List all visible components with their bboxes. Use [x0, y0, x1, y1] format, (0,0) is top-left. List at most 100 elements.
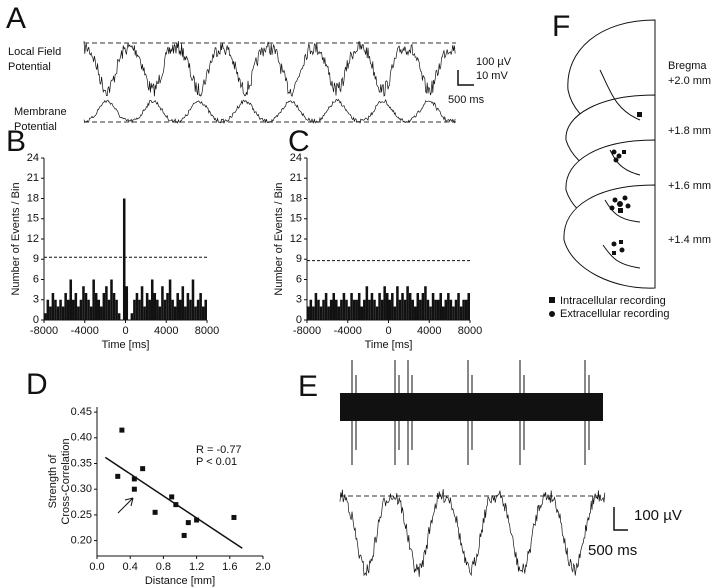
bar — [447, 293, 450, 320]
bar — [77, 306, 80, 320]
bar — [375, 306, 379, 320]
bar — [51, 293, 55, 320]
bar — [56, 306, 60, 320]
arrow — [117, 497, 134, 514]
bar — [467, 293, 470, 320]
bar — [79, 299, 83, 320]
bar — [61, 306, 65, 320]
bar — [163, 299, 167, 320]
bar — [393, 306, 397, 320]
bar — [135, 293, 139, 320]
x-tick-label: -8000 — [30, 325, 58, 337]
scale-label: 500 ms — [588, 542, 637, 559]
bar — [332, 293, 336, 320]
panel-letter: F — [552, 10, 570, 43]
bar — [143, 306, 146, 320]
bar — [429, 306, 432, 320]
bar — [391, 293, 394, 320]
bar — [363, 299, 366, 320]
x-tick-label: 0.0 — [89, 561, 104, 573]
bar — [97, 299, 101, 320]
x-tick-label: 0.4 — [123, 561, 138, 573]
bar — [462, 299, 465, 320]
bar — [168, 279, 172, 320]
y-axis-title: Strength of — [47, 454, 59, 509]
bar — [92, 279, 95, 320]
bar — [373, 299, 376, 320]
y-axis-title: Cross-Correlation — [60, 438, 72, 524]
bar — [454, 299, 458, 320]
bar — [441, 306, 445, 320]
y-tick-label: 0.20 — [71, 534, 92, 546]
x-tick-label: 8000 — [458, 325, 482, 337]
bar — [49, 306, 52, 320]
level-label: +1.6 mm — [668, 180, 711, 192]
y-tick-label: 0.25 — [71, 509, 92, 521]
bar — [337, 306, 341, 320]
bar — [403, 299, 407, 320]
bar — [314, 293, 318, 320]
y-tick-label: 18 — [290, 192, 302, 204]
panel-letter: E — [298, 370, 318, 403]
bar — [115, 299, 118, 320]
bar — [150, 279, 154, 320]
point — [185, 520, 191, 526]
bar — [424, 286, 427, 320]
bar — [72, 299, 75, 320]
y-tick-label: 12 — [27, 233, 39, 245]
bar — [419, 299, 422, 320]
bar — [324, 293, 328, 320]
bar — [110, 279, 113, 320]
point — [131, 486, 137, 492]
bar — [411, 299, 414, 320]
bar — [125, 286, 129, 320]
level-label: +2.0 mm — [668, 75, 711, 87]
bar — [82, 286, 85, 320]
y-tick-label: 18 — [27, 192, 39, 204]
bar — [406, 286, 409, 320]
bar — [46, 299, 50, 320]
bar — [380, 299, 384, 320]
fit-line — [104, 456, 243, 549]
point — [140, 466, 146, 472]
bar — [378, 293, 381, 320]
x-axis-title: Time [ms] — [102, 339, 150, 351]
bar — [173, 306, 177, 320]
bar — [117, 313, 121, 320]
bar — [156, 299, 159, 320]
trace-label: Local Field — [8, 46, 61, 58]
x-tick-label: 0 — [385, 325, 391, 337]
legend-label: Intracellular recording — [560, 295, 666, 307]
bar — [383, 286, 386, 320]
bar — [365, 286, 369, 320]
y-tick-label: 0.30 — [71, 483, 92, 495]
bar — [401, 293, 404, 320]
bar — [436, 299, 440, 320]
scale-label: 100 µV — [476, 56, 512, 68]
bar — [329, 299, 333, 320]
bar — [158, 306, 162, 320]
x-tick-label: -4000 — [71, 325, 99, 337]
y-tick-label: 0.45 — [71, 406, 92, 418]
bar — [452, 306, 455, 320]
y-tick-label: 0.40 — [71, 432, 92, 444]
bar — [370, 293, 374, 320]
bar — [130, 313, 134, 320]
bar — [176, 293, 179, 320]
bar — [171, 299, 174, 320]
x-axis-title: Time [ms] — [365, 339, 413, 351]
bar — [107, 299, 111, 320]
legend-marker — [549, 297, 555, 303]
bar — [166, 293, 169, 320]
y-tick-label: 15 — [27, 213, 39, 225]
bar — [368, 299, 371, 320]
bar — [360, 306, 364, 320]
y-tick-label: 15 — [290, 213, 302, 225]
annotation: R = -0.77 — [196, 444, 242, 456]
y-tick-label: 3 — [296, 294, 302, 306]
x-tick-label: 0.8 — [156, 561, 171, 573]
scale-bar — [613, 507, 628, 531]
x-tick-label: 0 — [122, 325, 128, 337]
bar — [457, 293, 460, 320]
point — [181, 532, 187, 538]
